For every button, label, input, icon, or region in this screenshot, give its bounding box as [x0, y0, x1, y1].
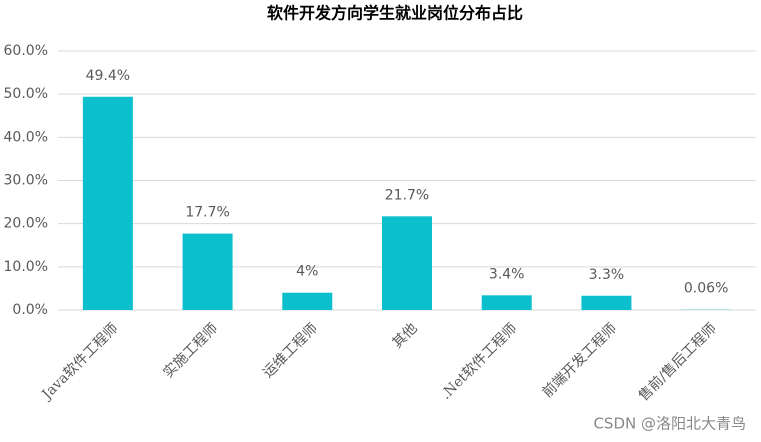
- value-label: 17.7%: [185, 205, 229, 221]
- value-label: 4%: [296, 264, 318, 280]
- bar: [481, 295, 532, 310]
- y-tick-label: 10.0%: [4, 259, 48, 275]
- x-tick-label: Java软件工程师: [38, 320, 122, 404]
- bar: [82, 96, 133, 310]
- value-label: 3.3%: [589, 267, 625, 283]
- bar: [382, 216, 432, 310]
- bar: [282, 292, 333, 310]
- y-tick-label: 30.0%: [4, 173, 48, 189]
- value-label: 0.06%: [684, 281, 728, 297]
- y-tick-label: 50.0%: [4, 86, 48, 102]
- chart-title: 软件开发方向学生就业岗位分布占比: [267, 4, 523, 23]
- y-tick-label: 60.0%: [4, 43, 48, 59]
- x-tick-label: .Net软件工程师: [438, 320, 520, 402]
- y-tick-label: 40.0%: [4, 129, 48, 145]
- x-tick-label: 其他: [390, 320, 421, 351]
- value-label: 21.7%: [385, 187, 429, 203]
- y-tick-label: 0.0%: [12, 302, 48, 318]
- bar: [182, 233, 233, 310]
- value-label: 49.4%: [86, 68, 130, 84]
- value-label: 3.4%: [489, 266, 525, 282]
- x-tick-label: 前端开发工程师: [539, 320, 620, 401]
- bar: [581, 295, 632, 310]
- y-tick-label: 20.0%: [4, 216, 48, 232]
- watermark: CSDN @洛阳北大青鸟: [593, 415, 746, 433]
- x-tick-label: 运维工程师: [260, 320, 321, 381]
- x-tick-label: 售前/售后工程师: [635, 320, 720, 405]
- x-tick-label: 实施工程师: [160, 320, 221, 381]
